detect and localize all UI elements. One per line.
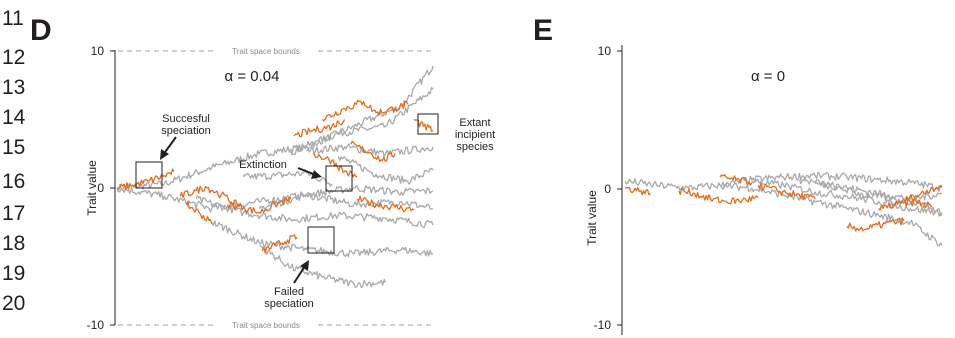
line-number-11: 11 — [2, 7, 24, 30]
annotation-arrows — [160, 136, 322, 284]
speciation-box — [135, 161, 163, 189]
panel-d-alpha-label: α = 0.04 — [225, 68, 280, 85]
speciation-label-line2: speciation — [161, 125, 211, 137]
panel-d-upper-bound-label: Trait space bounds — [232, 47, 300, 56]
panel-e: E 10 0 -10 Trait value α = 0 — [533, 14, 943, 335]
panel-d-gray-lineage-2 — [306, 143, 434, 158]
extinction-label: Extinction — [239, 159, 287, 171]
extinction-arrowhead — [311, 170, 322, 179]
panel-e-tick-label-0: 0 — [604, 182, 611, 196]
panel-d-gray-lineage-4 — [242, 169, 333, 187]
panel-e-gray-lineage-4 — [814, 181, 943, 201]
panel-e-alpha-label: α = 0 — [751, 68, 785, 85]
failed-speciation-label-line1: Failed — [274, 286, 304, 298]
extant-label-line3: species — [456, 141, 494, 153]
failed-speciation-box — [307, 226, 335, 254]
panel-d-gray-lineage-7 — [258, 185, 434, 211]
panel-d-tick-label-10: 10 — [91, 44, 105, 58]
panel-e-gray-lineage-0 — [624, 171, 943, 192]
panel-e-orange-lineage-9 — [846, 217, 905, 232]
panel-e-orange-lineage-11 — [903, 184, 943, 203]
panel-e-tick-label-minus10: -10 — [594, 318, 612, 332]
line-number-12: 12 — [2, 46, 25, 69]
panel-d-orange-lineage-17 — [350, 140, 396, 163]
extinction-box — [325, 165, 353, 192]
panel-d-orange-lineage-11 — [179, 185, 238, 206]
extant-label-line2: incipient — [455, 129, 495, 141]
panel-e-gray-lineage-1 — [719, 181, 943, 247]
line-number-20: 20 — [2, 292, 25, 315]
panel-e-orange-lineage-10 — [878, 198, 933, 211]
line-number-16: 16 — [2, 170, 25, 193]
panel-d-orange-lineage-13 — [226, 196, 292, 215]
panel-e-gray-lineage-2 — [751, 178, 943, 217]
line-number-15: 15 — [2, 136, 25, 159]
extant-label-line1: Extant — [459, 117, 490, 129]
panel-d-orange-lineage-16 — [321, 99, 409, 122]
panel-d-letter: D — [30, 14, 52, 47]
panel-e-y-axis-label: Trait value — [585, 190, 599, 246]
panel-e-orange-lineage-6 — [678, 187, 759, 205]
panel-e-series-group — [624, 171, 943, 247]
panel-d-y-axis-label: Trait value — [85, 160, 99, 216]
panel-d-gray-lineage-0 — [116, 65, 434, 193]
panel-d-gray-lineage-9 — [259, 244, 387, 289]
panel-e-orange-lineage-7 — [719, 173, 753, 186]
panel-d: D 10 0 -10 Trait value Trait space bound… — [30, 14, 495, 332]
panel-d-orange-lineage-10 — [116, 168, 175, 190]
line-numbers: 11 12 13 14 15 16 17 18 19 20 — [2, 7, 26, 315]
failed-speciation-label-line2: speciation — [264, 298, 314, 310]
speciation-arrowhead — [160, 149, 169, 160]
panel-d-lower-bound-label: Trait space bounds — [232, 321, 300, 330]
extant-species-box — [417, 113, 439, 135]
failed-speciation-arrow — [293, 265, 306, 284]
line-number-17: 17 — [2, 202, 25, 225]
panel-d-gray-lineage-3 — [337, 156, 434, 185]
panel-d-orange-lineage-15 — [293, 119, 346, 138]
panel-d-gray-lineage-8 — [211, 220, 434, 258]
line-number-19: 19 — [2, 262, 25, 285]
panel-e-tick-label-10: 10 — [598, 44, 612, 58]
line-number-14: 14 — [2, 106, 26, 129]
line-number-13: 13 — [2, 76, 25, 99]
failed-speciation-arrowhead — [300, 260, 309, 271]
panel-d-tick-label-minus10: -10 — [87, 318, 105, 332]
panel-d-series-group — [116, 65, 434, 289]
panel-e-gray-lineage-3 — [798, 178, 943, 217]
panel-d-tick-label-0: 0 — [97, 181, 104, 195]
line-number-18: 18 — [2, 232, 25, 255]
panel-e-orange-lineage-5 — [624, 186, 651, 196]
panel-d-gray-lineage-1 — [290, 86, 434, 156]
panel-d-orange-lineage-20 — [356, 195, 415, 213]
panel-d-orange-lineage-18 — [312, 153, 358, 178]
panel-e-orange-lineage-8 — [757, 181, 816, 201]
panel-d-orange-lineage-19 — [413, 118, 434, 132]
panel-d-orange-lineage-14 — [261, 234, 298, 254]
speciation-label-line1: Succesful — [162, 113, 210, 125]
panel-d-gray-lineage-6 — [195, 195, 434, 228]
panel-e-letter: E — [533, 14, 553, 47]
panel-d-orange-lineage-12 — [185, 200, 213, 224]
